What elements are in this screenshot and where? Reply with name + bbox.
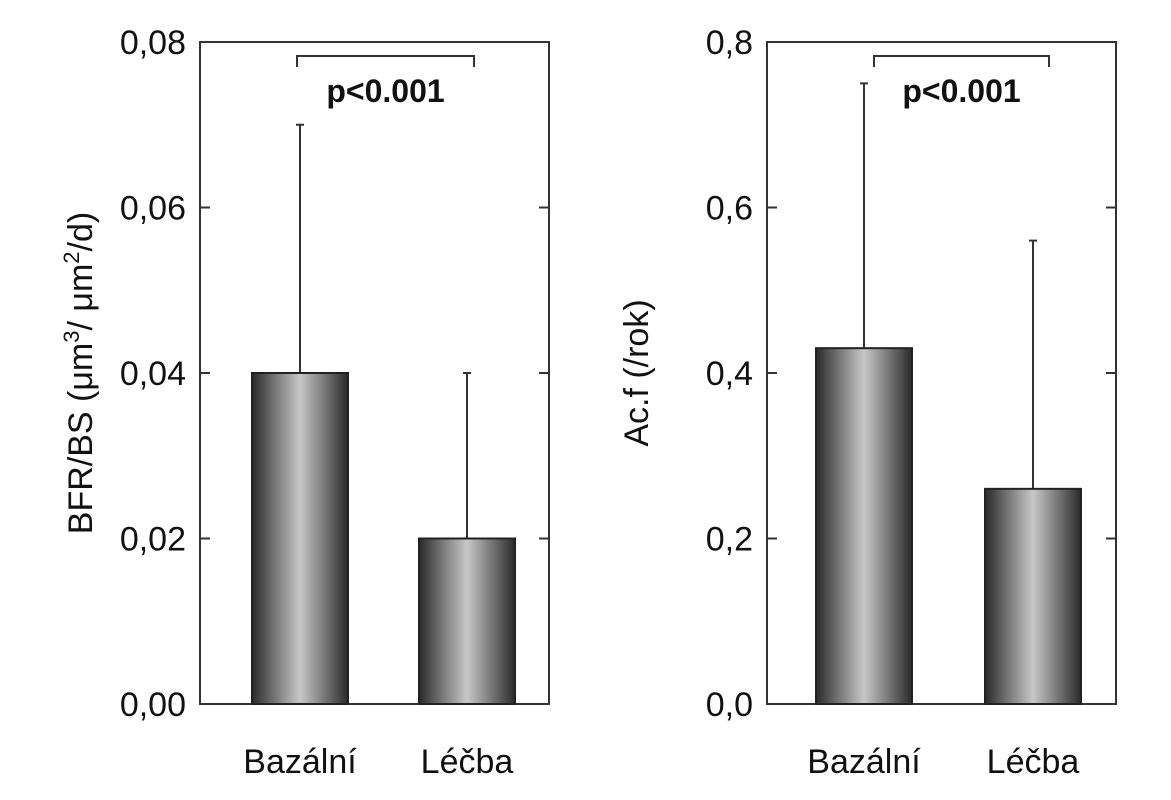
y-tick-label-left-0: 0,00: [120, 686, 186, 724]
x-category-label-left-1: Léčba: [421, 743, 514, 781]
x-category-label-right-0: Bazální: [807, 743, 921, 781]
y-tick-label-right-2: 0,4: [706, 355, 753, 393]
y-axis-title-left: BFR/BS (μm3/ μm2/d): [59, 212, 100, 534]
x-category-label-left-0: Bazální: [243, 743, 357, 781]
y-tick-label-left-1: 0,02: [120, 521, 186, 559]
y-axis-title-right: Ac.f (/rok): [618, 299, 656, 446]
significance-bracket-left: [296, 55, 475, 67]
y-tick-label-right-0: 0,0: [706, 686, 753, 724]
significance-label-left: p<0.001: [326, 73, 444, 109]
bar-left-0: [251, 372, 349, 705]
y-tick-label-right-3: 0,6: [706, 190, 753, 228]
marks-right: 0,0 0,2 0,4 0,6 0,8 Bazální Léčba p<0.001: [706, 24, 1116, 781]
bar-left-1: [418, 537, 516, 705]
significance-bracket-right: [873, 55, 1050, 67]
bar-right-1: [984, 487, 1082, 705]
significance-label-right: p<0.001: [902, 73, 1020, 109]
x-category-label-right-1: Léčba: [987, 743, 1080, 781]
bar-right-0: [815, 347, 913, 705]
y-tick-label-right-4: 0,8: [706, 24, 753, 62]
y-tick-label-left-2: 0,04: [120, 355, 186, 393]
chart-right: 0,0 0,2 0,4 0,6 0,8 Bazální Léčba p<0.001 Ac.f …: [618, 24, 1117, 781]
y-tick-label-left-3: 0,06: [120, 190, 186, 228]
y-tick-label-right-1: 0,2: [706, 521, 753, 559]
y-tick-label-left-4: 0,08: [120, 24, 186, 62]
marks-left: 0,00 0,02 0,04 0,06 0,08 Bazální Léčba p<0.001: [120, 24, 549, 781]
